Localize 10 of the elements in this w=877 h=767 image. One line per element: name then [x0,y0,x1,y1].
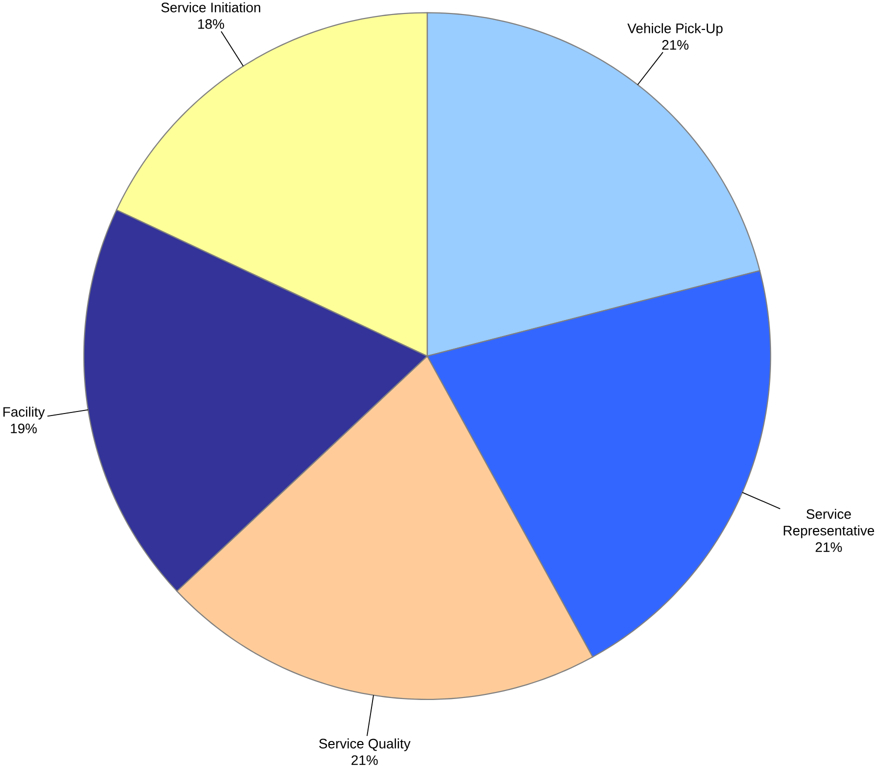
slice-label: Service Representative [784,508,874,538]
slice-label: Facility [3,406,45,420]
slice-label: Vehicle Pick-Up [627,23,723,36]
data-label: 21% [352,755,378,765]
data-label: 18% [198,19,224,29]
data-label: 19% [10,423,37,434]
data-label: 21% [662,40,688,50]
slice-label: Service Initiation [161,2,260,12]
data-label: 21% [816,542,842,552]
slice-label: Service Quality [319,738,411,752]
